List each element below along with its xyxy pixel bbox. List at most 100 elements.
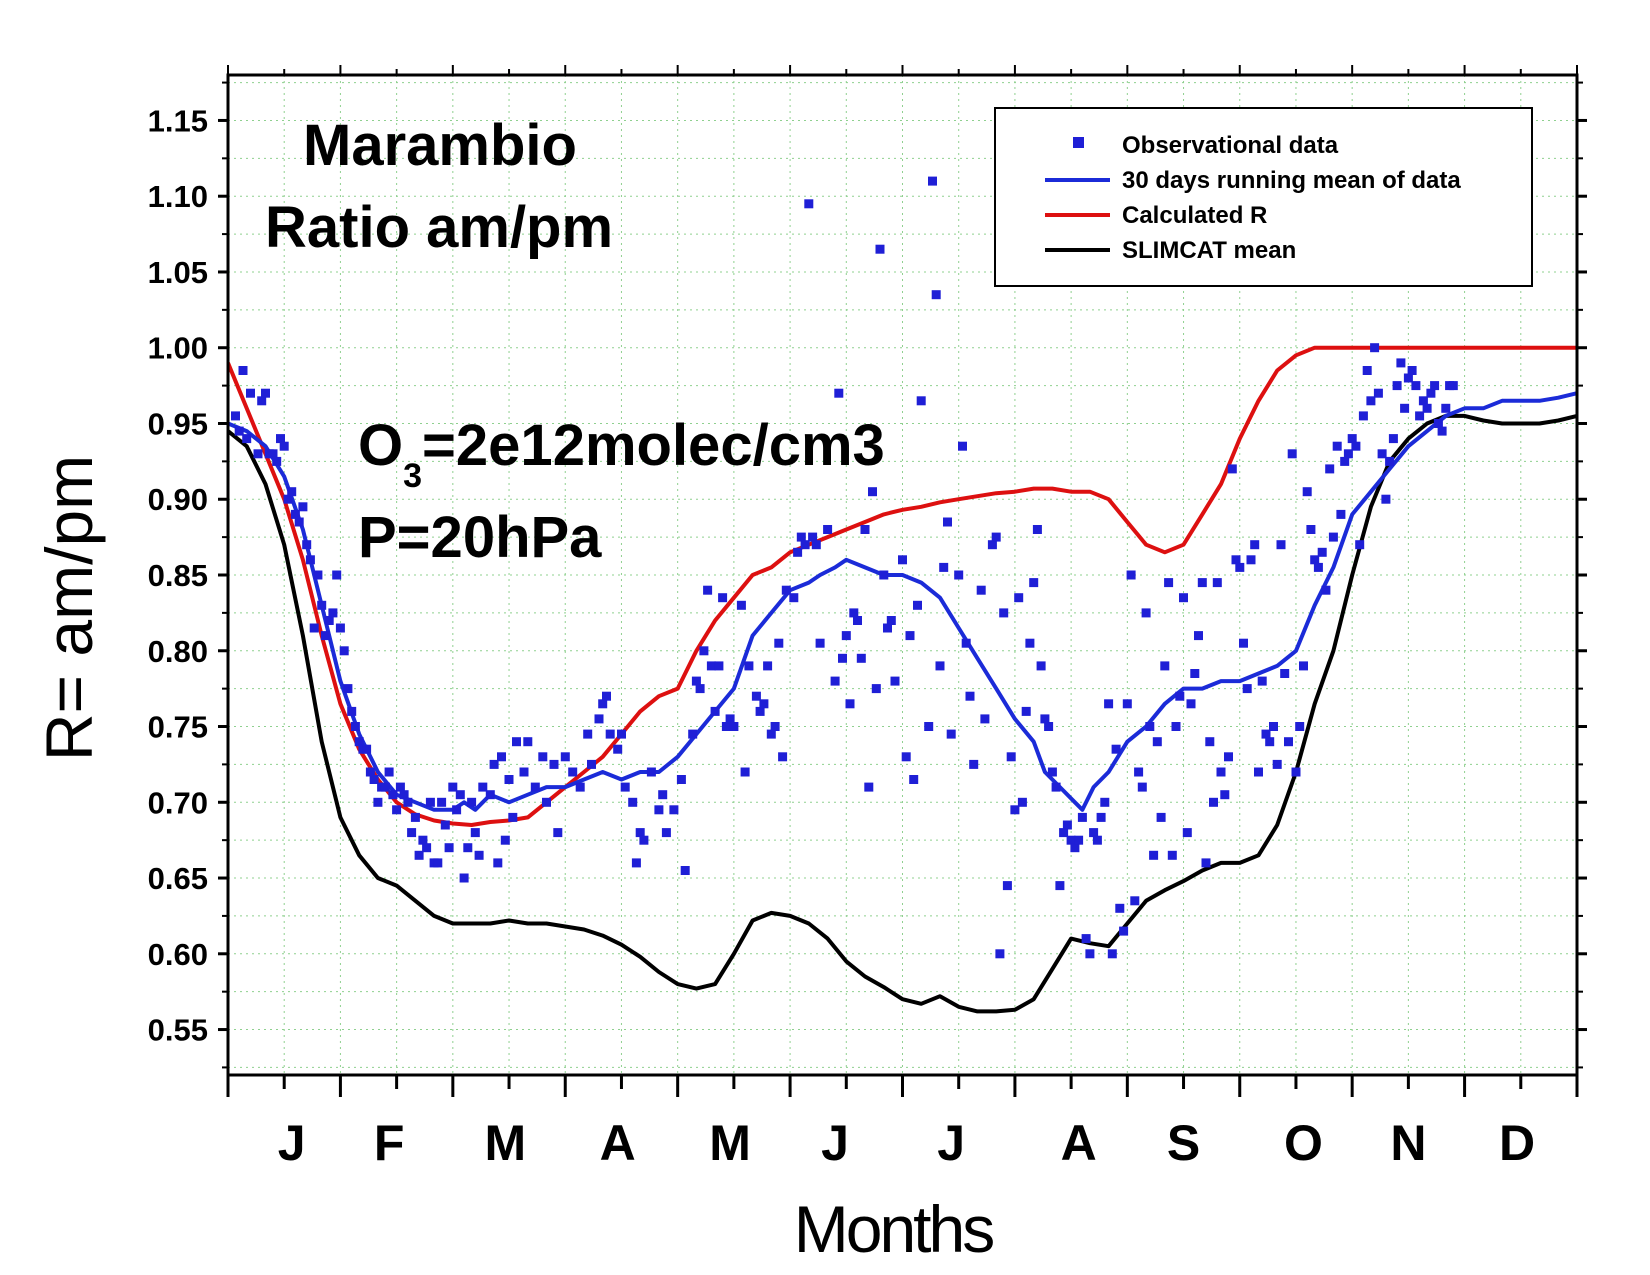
y-tick-label: 0.80: [148, 634, 208, 669]
observed-point: [1343, 449, 1353, 459]
observed-point: [811, 540, 821, 550]
y-tick-label: 0.60: [148, 937, 208, 972]
observed-point: [916, 396, 926, 406]
y-tick-label: 0.90: [148, 482, 208, 517]
observed-point: [1332, 441, 1342, 451]
observed-point: [729, 722, 739, 731]
observed-point: [553, 828, 563, 838]
observed-point: [283, 494, 293, 504]
running-mean-line: [228, 391, 1577, 812]
observed-point: [1299, 661, 1308, 671]
observed-point: [864, 782, 874, 792]
series-layer: [228, 176, 1577, 1014]
observed-point: [1085, 949, 1095, 959]
observed-point: [1254, 767, 1263, 777]
observed-point: [1055, 881, 1065, 891]
observed-point: [838, 653, 847, 663]
observed-point: [1040, 714, 1050, 724]
observed-point: [1340, 456, 1350, 466]
observed-point: [639, 835, 649, 845]
observed-point: [1062, 820, 1072, 830]
observed-point: [871, 684, 881, 694]
observed-point: [1036, 661, 1046, 671]
observed-point: [958, 441, 967, 451]
observed-point: [519, 767, 529, 777]
observed-point: [1362, 366, 1372, 375]
observed-point: [1197, 578, 1207, 588]
observed-point: [1081, 934, 1091, 944]
observed-point: [1010, 805, 1020, 815]
legend-marker-observed: [1073, 137, 1084, 148]
observed-point: [1205, 737, 1215, 747]
observed-point: [1385, 456, 1395, 466]
observed-point: [1448, 381, 1458, 391]
observed-point: [268, 449, 278, 459]
observed-point: [1216, 767, 1226, 777]
observed-point: [1126, 570, 1136, 580]
observed-point: [1358, 411, 1368, 421]
observed-point: [1141, 608, 1151, 618]
observed-point: [744, 661, 754, 671]
observed-point: [392, 805, 402, 815]
observed-point: [1047, 767, 1057, 777]
y-tick-label: 0.85: [148, 558, 208, 593]
observed-point: [384, 767, 394, 777]
observed-point: [1321, 585, 1331, 595]
observed-point: [504, 775, 514, 784]
observed-point: [294, 517, 304, 527]
y-tick-label: 0.75: [148, 710, 208, 745]
observed-point: [1295, 722, 1305, 731]
observed-point: [875, 244, 885, 254]
observed-point: [999, 608, 1009, 618]
observed-point: [1381, 494, 1391, 504]
observed-point: [931, 290, 941, 300]
observed-point: [1175, 691, 1185, 701]
observed-point: [1182, 828, 1192, 838]
observed-point: [781, 585, 791, 595]
observed-point: [1179, 593, 1188, 603]
observed-point: [789, 593, 799, 603]
observed-point: [594, 714, 604, 724]
observed-point: [493, 858, 503, 868]
y-tick-label: 0.95: [148, 406, 208, 441]
observed-point: [272, 456, 282, 466]
observed-point: [1351, 441, 1361, 451]
observed-point: [1280, 669, 1290, 678]
observed-point: [444, 843, 454, 853]
observed-point: [853, 616, 862, 625]
ozone-main: O: [358, 413, 403, 478]
observed-point: [740, 767, 750, 777]
observed-point: [1411, 381, 1421, 391]
observed-point: [440, 820, 450, 830]
observed-point: [1328, 532, 1338, 542]
observed-point: [1224, 752, 1233, 762]
observed-point: [1119, 926, 1129, 936]
legend-box: [994, 107, 1533, 287]
observed-point: [654, 805, 664, 815]
observed-point: [253, 449, 263, 459]
observed-point: [886, 616, 896, 625]
observed-point: [1403, 373, 1413, 383]
observed-point: [755, 706, 765, 716]
observed-point: [1291, 767, 1301, 777]
observed-point: [305, 555, 315, 565]
observed-point: [388, 790, 398, 800]
observed-point: [568, 767, 578, 777]
y-tick-label: 0.65: [148, 861, 208, 896]
observed-point: [680, 866, 690, 875]
observed-point: [1025, 638, 1035, 648]
observed-point: [924, 722, 934, 731]
observed-point: [1430, 381, 1440, 391]
observed-point: [542, 797, 551, 807]
observed-point: [954, 570, 964, 580]
legend-label-running-mean: 30 days running mean of data: [1122, 167, 1461, 194]
observed-point: [530, 782, 540, 792]
observed-point: [1235, 562, 1245, 572]
observed-point: [898, 555, 907, 565]
observed-point: [298, 502, 308, 512]
observed-point: [860, 525, 870, 534]
observed-point: [380, 782, 390, 792]
observed-point: [508, 812, 518, 822]
observed-point: [1077, 812, 1087, 822]
observed-point: [1302, 487, 1312, 497]
